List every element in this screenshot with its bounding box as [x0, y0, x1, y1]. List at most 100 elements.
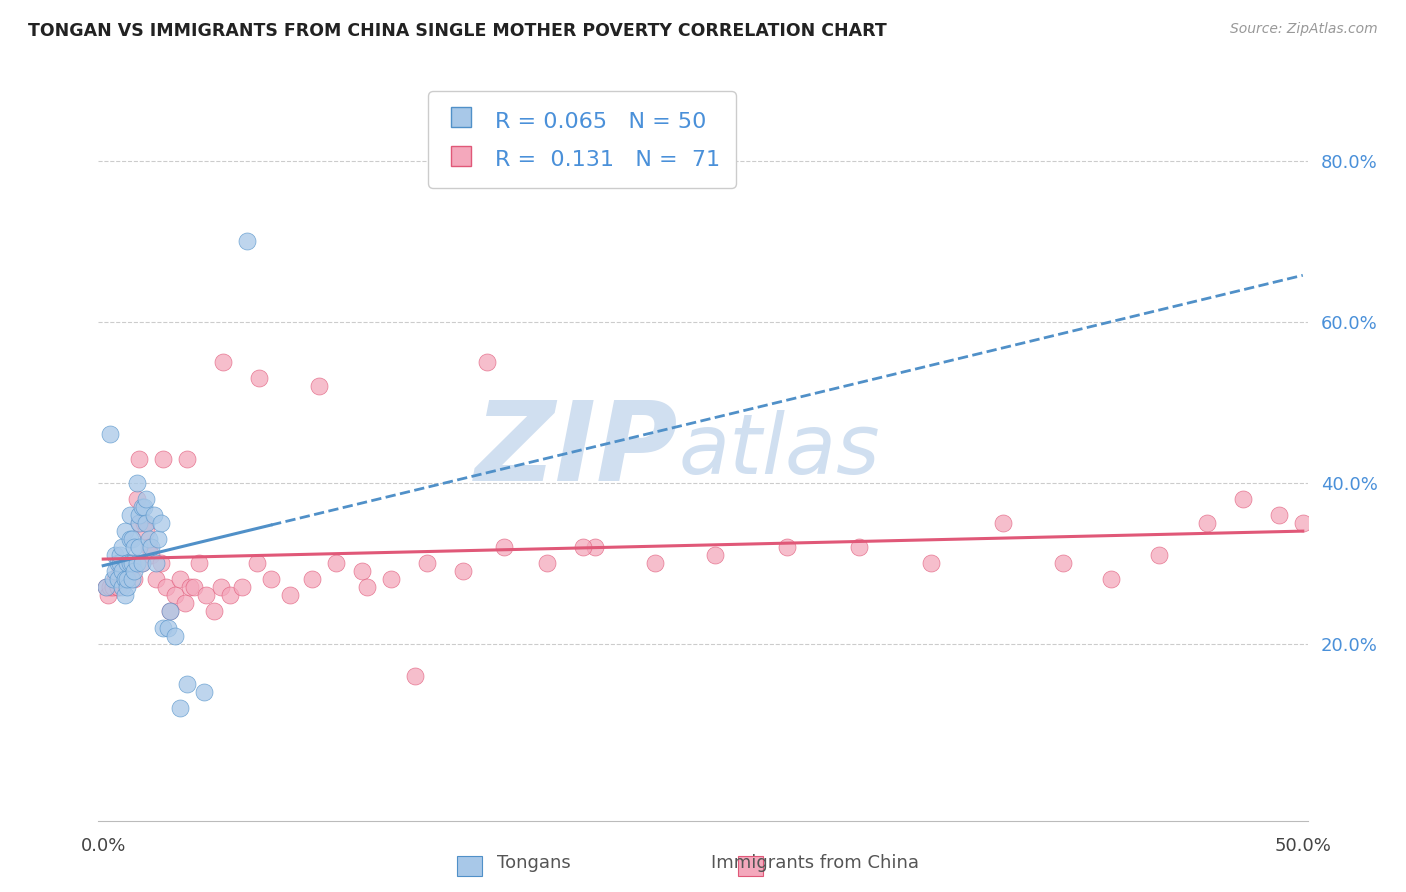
- Point: [132, 516, 155, 530]
- Point: [179, 580, 201, 594]
- Point: [451, 564, 474, 578]
- Point: [776, 540, 799, 554]
- Point: [231, 580, 253, 594]
- Point: [301, 572, 323, 586]
- Point: [325, 556, 347, 570]
- Point: [159, 604, 181, 618]
- Point: [135, 491, 157, 506]
- Point: [135, 524, 157, 538]
- Point: [108, 556, 131, 570]
- Point: [104, 564, 127, 578]
- Point: [125, 556, 148, 570]
- Point: [1268, 508, 1291, 522]
- Point: [114, 588, 136, 602]
- Point: [131, 556, 153, 570]
- Point: [114, 524, 136, 538]
- Point: [209, 580, 232, 594]
- Point: [128, 508, 150, 522]
- Point: [247, 371, 270, 385]
- Point: [114, 572, 136, 586]
- Point: [176, 677, 198, 691]
- Point: [1232, 491, 1254, 506]
- Point: [416, 556, 439, 570]
- Point: [176, 451, 198, 466]
- Point: [156, 620, 179, 634]
- Point: [165, 628, 187, 642]
- Point: [260, 572, 283, 586]
- Point: [104, 572, 127, 586]
- Point: [145, 572, 167, 586]
- Point: [991, 516, 1014, 530]
- Point: [107, 572, 129, 586]
- Point: [131, 500, 153, 514]
- Point: [212, 355, 235, 369]
- Point: [475, 355, 498, 369]
- Point: [118, 508, 141, 522]
- Text: atlas: atlas: [679, 410, 880, 491]
- Point: [704, 548, 727, 562]
- Point: [536, 556, 558, 570]
- Point: [121, 556, 143, 570]
- Point: [125, 491, 148, 506]
- Text: Tongans: Tongans: [498, 855, 571, 872]
- Point: [236, 234, 259, 248]
- Point: [195, 588, 218, 602]
- Point: [165, 588, 187, 602]
- Text: Source: ZipAtlas.com: Source: ZipAtlas.com: [1230, 22, 1378, 37]
- Point: [115, 556, 138, 570]
- Point: [1292, 516, 1315, 530]
- Point: [108, 548, 131, 562]
- Point: [404, 669, 426, 683]
- Point: [115, 580, 138, 594]
- Text: Immigrants from China: Immigrants from China: [711, 855, 920, 872]
- Point: [132, 500, 155, 514]
- Point: [1195, 516, 1218, 530]
- Point: [572, 540, 595, 554]
- Point: [159, 604, 181, 618]
- Point: [149, 516, 172, 530]
- Point: [152, 451, 174, 466]
- Point: [124, 564, 146, 578]
- Point: [1147, 548, 1170, 562]
- Point: [141, 548, 163, 562]
- Point: [118, 532, 141, 546]
- Text: TONGAN VS IMMIGRANTS FROM CHINA SINGLE MOTHER POVERTY CORRELATION CHART: TONGAN VS IMMIGRANTS FROM CHINA SINGLE M…: [28, 22, 887, 40]
- Point: [152, 620, 174, 634]
- Point: [101, 572, 124, 586]
- Point: [101, 580, 124, 594]
- Point: [492, 540, 515, 554]
- Point: [111, 580, 134, 594]
- Point: [308, 379, 330, 393]
- Point: [135, 516, 157, 530]
- Point: [128, 516, 150, 530]
- Point: [128, 540, 150, 554]
- Point: [380, 572, 402, 586]
- Point: [107, 580, 129, 594]
- Point: [169, 701, 191, 715]
- Point: [920, 556, 942, 570]
- Point: [155, 580, 177, 594]
- Point: [141, 540, 163, 554]
- Point: [94, 580, 117, 594]
- Point: [280, 588, 302, 602]
- Point: [145, 556, 167, 570]
- Point: [121, 532, 143, 546]
- Point: [138, 540, 160, 554]
- Point: [644, 556, 666, 570]
- Point: [128, 451, 150, 466]
- Point: [148, 532, 170, 546]
- Point: [121, 572, 143, 586]
- Point: [169, 572, 191, 586]
- Point: [108, 564, 131, 578]
- Point: [848, 540, 870, 554]
- Point: [142, 508, 165, 522]
- Point: [131, 556, 153, 570]
- Point: [107, 580, 129, 594]
- Point: [111, 540, 134, 554]
- Point: [352, 564, 374, 578]
- Point: [114, 572, 136, 586]
- Point: [94, 580, 117, 594]
- Point: [97, 588, 120, 602]
- Point: [188, 556, 211, 570]
- Point: [118, 556, 141, 570]
